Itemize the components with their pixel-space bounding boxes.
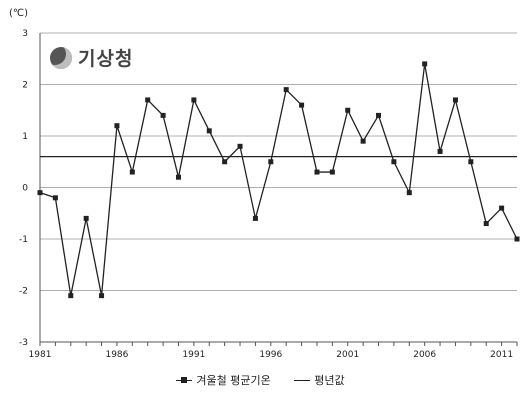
data-point bbox=[83, 215, 89, 221]
data-point bbox=[499, 205, 505, 211]
y-tick-labels: -3 -2 -1 0 1 2 3 bbox=[19, 29, 28, 348]
y-tick-label: 3 bbox=[22, 29, 28, 39]
legend: 겨울철 평균기온 평년값 bbox=[0, 372, 521, 388]
data-point bbox=[99, 293, 105, 299]
data-point bbox=[345, 107, 351, 113]
x-tick-label: 2011 bbox=[490, 350, 513, 360]
data-point bbox=[268, 159, 274, 165]
data-point bbox=[360, 138, 366, 144]
legend-item-winter-temp: 겨울철 평균기온 bbox=[176, 372, 271, 388]
data-point bbox=[252, 215, 258, 221]
data-point bbox=[406, 190, 412, 196]
data-point bbox=[468, 159, 474, 165]
y-tick-label: -1 bbox=[19, 235, 28, 245]
x-tick-label: 1996 bbox=[259, 350, 282, 360]
y-tick-label: -3 bbox=[19, 338, 28, 348]
data-point bbox=[68, 293, 74, 299]
x-tick-label: 2001 bbox=[336, 350, 359, 360]
series-line-winter-temp bbox=[39, 63, 518, 296]
data-point bbox=[191, 97, 197, 103]
y-tick-label: -2 bbox=[19, 287, 28, 297]
data-point bbox=[114, 123, 120, 129]
data-point bbox=[129, 169, 135, 175]
y-unit-label: (℃) bbox=[9, 8, 28, 19]
data-point bbox=[222, 159, 228, 165]
data-point bbox=[452, 97, 458, 103]
data-point bbox=[391, 159, 397, 165]
legend-item-normal: 평년값 bbox=[294, 372, 345, 388]
data-point bbox=[145, 97, 151, 103]
legend-label-normal: 평년값 bbox=[314, 374, 345, 387]
data-point bbox=[422, 61, 428, 67]
x-tick-labels: 1981 1986 1991 1996 2001 2006 2011 bbox=[29, 350, 514, 360]
kma-logo-icon bbox=[50, 46, 72, 69]
legend-swatch-line-marker bbox=[176, 375, 193, 385]
x-tick-label: 1981 bbox=[29, 350, 52, 360]
legend-label-winter-temp: 겨울철 평균기온 bbox=[196, 374, 271, 387]
data-point bbox=[314, 169, 320, 175]
legend-swatch-line bbox=[294, 375, 311, 385]
data-point bbox=[160, 112, 166, 118]
data-point bbox=[52, 195, 58, 201]
y-tick-label: 2 bbox=[22, 81, 28, 91]
data-point bbox=[175, 174, 181, 180]
series-group bbox=[37, 61, 520, 299]
kma-logo-text: 기상청 bbox=[78, 48, 134, 70]
data-point bbox=[299, 102, 305, 108]
x-tick-label: 2006 bbox=[413, 350, 436, 360]
data-point bbox=[437, 148, 443, 154]
data-point bbox=[376, 112, 382, 118]
data-point bbox=[483, 221, 489, 227]
data-point bbox=[37, 190, 43, 196]
data-point bbox=[206, 128, 212, 134]
data-point bbox=[237, 143, 243, 149]
data-point bbox=[514, 236, 520, 242]
y-tick-label: 0 bbox=[22, 184, 28, 194]
data-point bbox=[329, 169, 335, 175]
kma-logo: 기상청 bbox=[50, 44, 133, 71]
x-tick-label: 1986 bbox=[105, 350, 128, 360]
data-point bbox=[283, 87, 289, 93]
y-tick-label: 1 bbox=[22, 132, 28, 142]
x-tick-label: 1991 bbox=[182, 350, 205, 360]
